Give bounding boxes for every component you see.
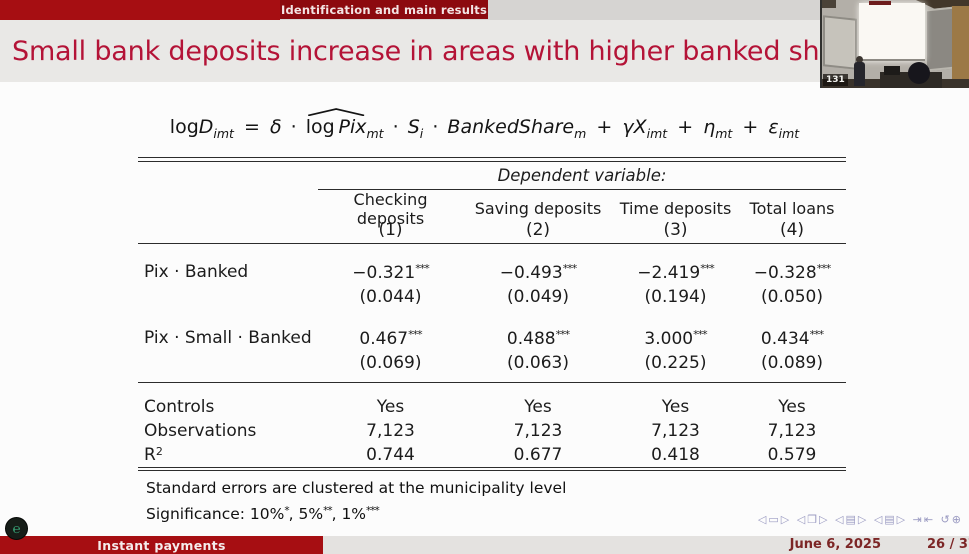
webcam-speaker [908, 62, 930, 84]
eq-bankedshare: BankedShare [447, 116, 575, 138]
eq-log: log [169, 116, 199, 138]
webcam-wood-column [952, 6, 969, 88]
table-row-se: (0.069) (0.063) (0.225) (0.089) [138, 351, 846, 376]
eq-hatted-term: log Pix [306, 108, 367, 138]
webcam-projector-screen [859, 3, 925, 61]
coef-value: −0.321*** [352, 261, 429, 283]
footer-bar: Instant payments June 6, 2025 26 / 37 [0, 536, 969, 554]
dependent-variable-row: Dependent variable: [138, 162, 846, 189]
col-header: Checking deposits [353, 189, 428, 228]
coef-value: 3.000*** [644, 327, 707, 349]
beamer-nav-icons[interactable]: ◁▭▷ ◁❐▷ ◁▤▷ ◁▤▷ ⇥⇤ ↺⊕ [757, 513, 963, 526]
stat-label: Controls [144, 396, 215, 417]
logo-badge: ℮ [5, 517, 28, 540]
std-error: (0.050) [761, 287, 823, 307]
table-bottom-rule [138, 466, 846, 471]
std-error: (0.089) [761, 353, 823, 373]
webcam-projector [884, 66, 900, 75]
footer-title: Instant payments [97, 537, 226, 553]
col-number: (3) [663, 219, 688, 240]
footer-date: June 6, 2025 [789, 537, 881, 552]
top-strip: Identification and main results [0, 0, 969, 20]
std-error: (0.063) [507, 353, 569, 373]
std-error: (0.225) [644, 353, 707, 373]
webcam-screen-casing [869, 1, 891, 5]
webcam-presenter [854, 62, 865, 86]
webcam-ceiling-corner [822, 0, 836, 8]
stat-row-r-squared: R2 0.744 0.677 0.418 0.579 [138, 443, 846, 467]
column-number-row: (1) (2) (3) (4) [138, 217, 846, 243]
col-header: Time deposits [619, 199, 732, 218]
top-bar-red-segment [0, 0, 280, 20]
eq-eta: η [703, 116, 716, 138]
logo-glyph-icon: ℮ [12, 521, 21, 537]
webcam-feed: 131 [820, 0, 969, 88]
stat-row-observations: Observations 7,123 7,123 7,123 7,123 [138, 419, 846, 443]
eq-delta: δ [269, 116, 282, 138]
section-header: Identification and main results [280, 0, 488, 19]
std-error: (0.069) [359, 353, 422, 373]
slide-title: Small bank deposits increase in areas wi… [12, 35, 863, 67]
std-error: (0.049) [507, 287, 569, 307]
col-number: (4) [779, 219, 805, 240]
footer-title-segment: Instant payments [0, 536, 323, 554]
stat-row-controls: Controls Yes Yes Yes Yes [138, 395, 846, 419]
column-header-row: Checking deposits Saving deposits Time d… [138, 190, 846, 228]
table-row-se: (0.044) (0.049) (0.194) (0.050) [138, 285, 846, 310]
table-top-rule [138, 157, 846, 162]
wide-hat-icon [308, 108, 365, 116]
coef-value: 0.488*** [506, 327, 570, 349]
eq-epsilon: ε [768, 116, 779, 138]
col-number: (2) [525, 219, 551, 240]
coef-label: Pix · Small · Banked [144, 328, 312, 348]
dependent-variable-rule [318, 188, 846, 190]
eq-S: S [407, 116, 420, 138]
significance-note: Significance: 10%*, 5%**, 1%*** [146, 505, 380, 523]
table-row: Pix · Small · Banked 0.467*** 0.488*** 3… [138, 326, 846, 351]
regression-equation: logDimt = δ · log Pixmt · Si · BankedSha… [0, 108, 969, 141]
col-header: Saving deposits [474, 199, 602, 218]
footer-meta-segment: June 6, 2025 26 / 37 [323, 536, 969, 554]
stat-label: R2 [144, 444, 163, 465]
eq-gamma: γ [622, 116, 634, 138]
coef-label: Pix · Banked [144, 262, 249, 282]
footer-page-number: 26 / 37 [927, 537, 969, 552]
coef-value: −2.419*** [637, 261, 714, 283]
table-row: Pix · Banked −0.321*** −0.493*** −2.419*… [138, 260, 846, 285]
webcam-whiteboard-left [823, 15, 857, 70]
dependent-variable-label: Dependent variable: [497, 165, 667, 185]
table-mid-rule [138, 381, 846, 383]
coef-value: 0.467*** [359, 327, 422, 349]
stat-label: Observations [144, 420, 257, 441]
section-label: Identification and main results [280, 2, 488, 17]
col-header: Total loans [749, 199, 835, 218]
clustering-note: Standard errors are clustered at the mun… [146, 479, 567, 497]
table-mid-rule [138, 242, 846, 244]
title-band: Small bank deposits increase in areas wi… [0, 20, 969, 82]
table-notes: Standard errors are clustered at the mun… [138, 471, 846, 526]
coef-value: 0.434*** [760, 327, 824, 349]
col-number: (1) [378, 219, 403, 240]
regression-table: Dependent variable: Checking deposits Sa… [138, 157, 846, 526]
camera-id-label: 131 [823, 74, 848, 86]
webcam-presenter-head [856, 56, 863, 63]
coef-value: −0.493*** [499, 261, 577, 283]
std-error: (0.194) [644, 287, 707, 307]
coef-value: −0.328*** [753, 261, 831, 283]
eq-D: D [198, 116, 214, 138]
std-error: (0.044) [359, 287, 422, 307]
